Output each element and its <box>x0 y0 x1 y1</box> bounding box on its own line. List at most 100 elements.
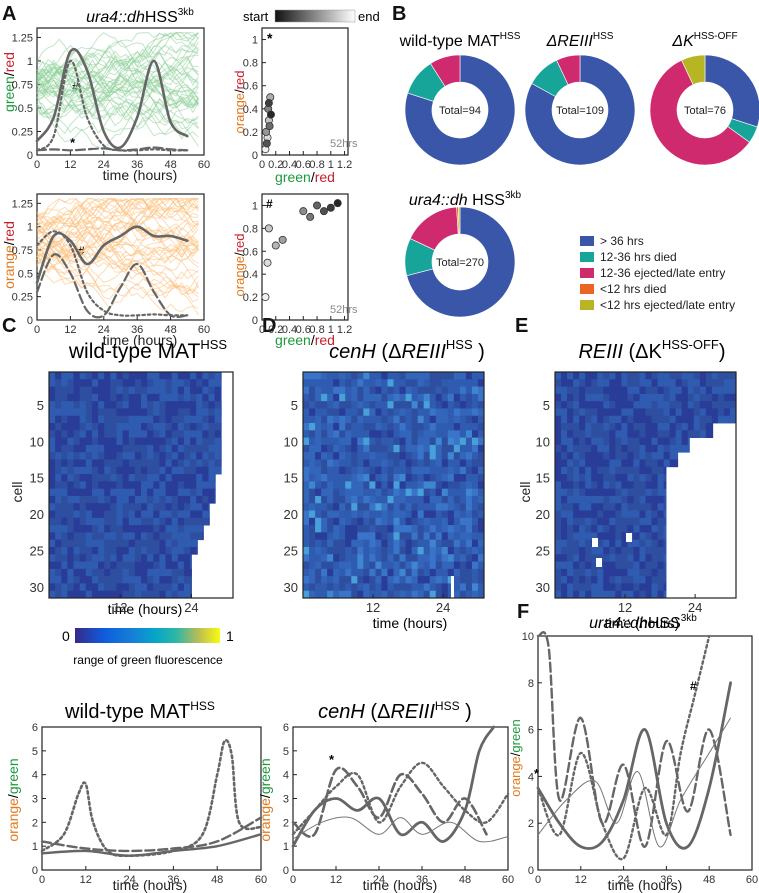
panelC-cell <box>85 379 93 387</box>
panelE-cell <box>609 539 616 548</box>
panelC-cell <box>61 459 68 468</box>
panelD-cell <box>315 408 322 417</box>
panelC-cell <box>79 430 87 439</box>
panelC-cell <box>116 546 124 555</box>
panelC-cell <box>116 452 124 460</box>
panelC-cell <box>85 386 93 395</box>
panelC-cell <box>73 430 81 439</box>
panelE-cell <box>645 503 653 511</box>
panelE-cell <box>591 430 598 439</box>
panelE-cell <box>717 379 725 387</box>
panelD-cell <box>465 459 473 468</box>
panelE-cell <box>579 386 586 395</box>
panelD-cell <box>399 561 407 570</box>
panelC-cell <box>134 539 142 548</box>
panelC-cell <box>116 495 124 504</box>
panelC-cell <box>55 444 62 453</box>
panelE-cell <box>621 459 628 468</box>
donut-3-slice-5 <box>681 54 706 86</box>
panelE-cell <box>573 408 580 417</box>
panelD-cell <box>363 510 370 519</box>
panelC-cell <box>141 495 148 504</box>
panelD-cell <box>381 459 388 468</box>
scatter-top-ytick-label: 1 <box>252 35 258 47</box>
panelE-cell <box>663 539 667 548</box>
panelD-cell <box>321 393 328 402</box>
panelC-cell <box>159 466 167 475</box>
panelD-cell <box>369 452 376 460</box>
lower-mid-ytick-label: 5 <box>283 746 289 758</box>
panelD-cell <box>423 401 431 409</box>
panelD-cell <box>411 423 419 431</box>
panelC-cell <box>165 510 173 519</box>
panelD-cell <box>441 517 449 526</box>
scatter-bottom-point <box>264 224 273 233</box>
panelC-cell <box>55 459 62 468</box>
panelC-cell <box>122 408 130 417</box>
panelC-cell <box>128 503 136 511</box>
panelC-cell <box>208 415 216 424</box>
panelD-cell <box>321 576 328 584</box>
panelC-cell <box>49 423 56 431</box>
panelE-cell <box>585 510 592 519</box>
panelE-cell <box>639 415 646 424</box>
panelE-cell <box>627 415 634 424</box>
panelD-cell <box>339 546 346 555</box>
panelC-cell <box>190 488 197 497</box>
panelE-cell <box>579 393 586 402</box>
panelD-cell <box>351 393 358 402</box>
panelE-cell <box>729 393 737 402</box>
panelD-cell <box>417 474 425 482</box>
panelE-cell <box>705 386 713 395</box>
panelE-cell <box>591 590 598 599</box>
panelC-cell <box>190 459 197 468</box>
panelC-cell <box>49 386 56 395</box>
panelE-cell <box>567 423 574 431</box>
panelC-cell <box>134 474 142 482</box>
panelD-cell <box>417 510 425 519</box>
panelC-cell <box>196 488 203 497</box>
panelC-cell <box>134 415 142 424</box>
panelC-cell <box>141 415 148 424</box>
panelD-cell <box>351 495 358 504</box>
panelC-cell <box>79 444 87 453</box>
panelD-xtick-label: 12 <box>366 600 380 615</box>
panelE-cell <box>567 379 574 387</box>
panelC-cell <box>104 546 111 555</box>
panelE-cell <box>603 503 610 511</box>
panelE-cell <box>657 393 665 402</box>
panelC-cell <box>196 539 198 548</box>
panelD-cell <box>321 539 328 548</box>
panelE-cell <box>609 488 616 497</box>
panelE-cell <box>633 590 640 599</box>
panelE-cell <box>663 568 667 577</box>
panelD-cell <box>375 393 382 402</box>
panelD-cell <box>477 576 485 584</box>
panelC-ytick-label: 15 <box>30 471 44 486</box>
panelD-cell <box>423 408 431 417</box>
panelD-cell <box>369 532 376 541</box>
lower-mid-xtick-label: 48 <box>459 874 471 886</box>
panelD-cell <box>369 517 376 526</box>
panelD-cell <box>375 488 382 497</box>
panelC-cell <box>122 583 130 592</box>
panelC-cell <box>165 423 173 431</box>
panelD-cell <box>393 430 401 439</box>
panelC-cell <box>55 488 62 497</box>
panelD-cell <box>369 546 376 555</box>
panelD-cell <box>459 408 467 417</box>
panelD-cell <box>303 554 310 562</box>
panelD-cell <box>363 444 370 453</box>
panelD-cell <box>309 488 316 497</box>
panelE-ytick-label: 5 <box>543 398 550 413</box>
panelD-cell <box>315 546 322 555</box>
panelE-cell <box>615 532 622 541</box>
panelD-cell <box>369 481 376 490</box>
panelD-cell <box>309 466 316 475</box>
panelE-cell <box>579 423 586 431</box>
panelE-cell <box>555 583 562 592</box>
lower-left-ytick-label: 6 <box>32 722 38 734</box>
panelD-cell <box>429 386 437 395</box>
panelD-cell <box>333 437 340 446</box>
panelD-cell <box>369 393 376 402</box>
